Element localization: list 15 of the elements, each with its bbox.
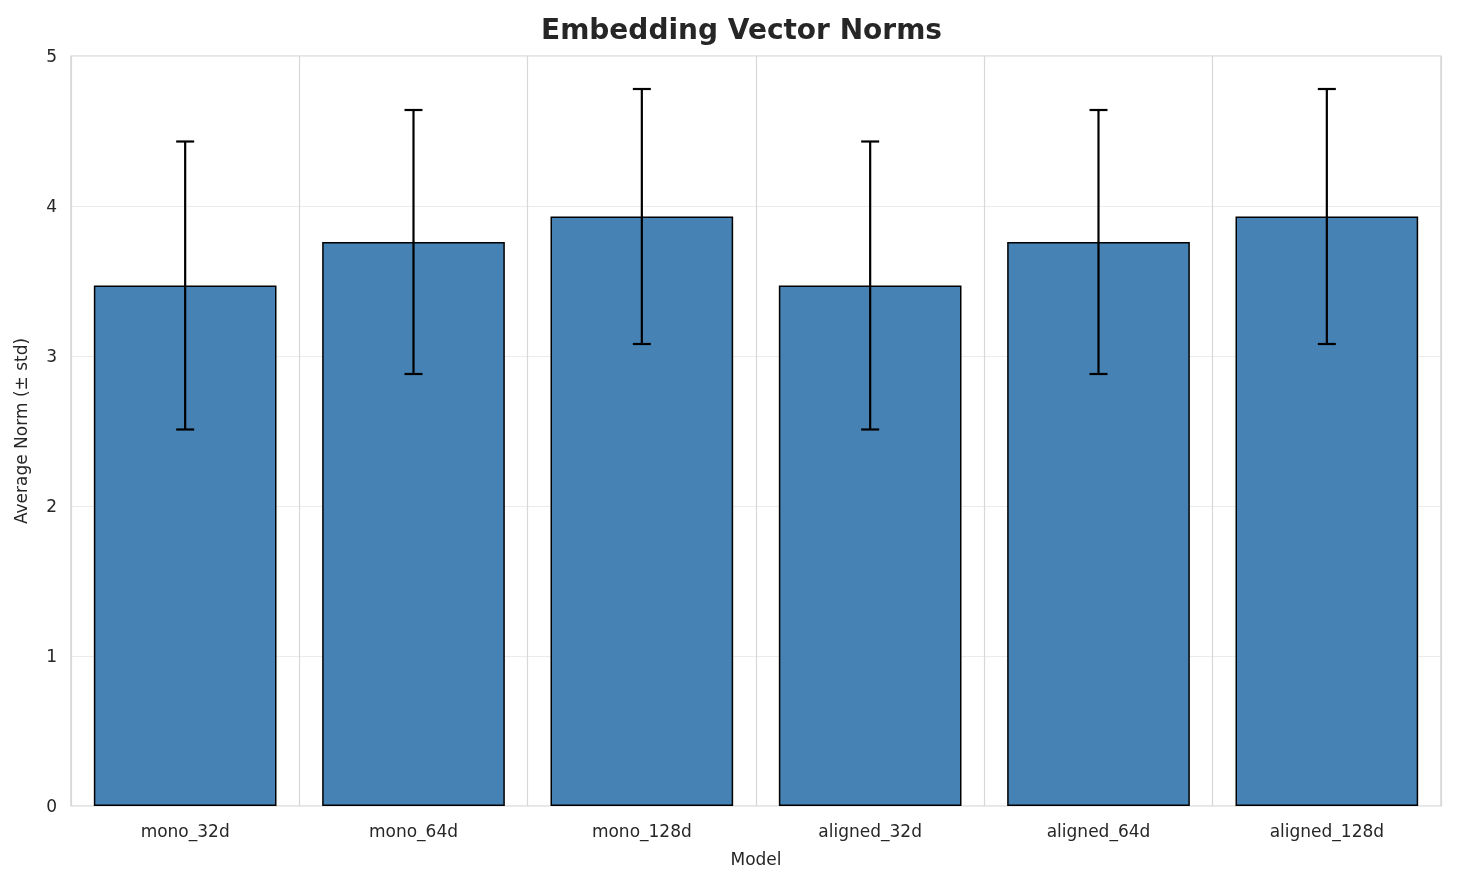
x-tick-label: aligned_128d xyxy=(1269,820,1385,842)
chart-title: Embedding Vector Norms xyxy=(541,12,942,46)
x-tick-label: aligned_64d xyxy=(1046,820,1151,842)
x-tick-label: mono_64d xyxy=(368,820,459,842)
y-tick-label: 1 xyxy=(46,646,57,666)
y-tick-label: 2 xyxy=(46,496,57,516)
x-tick-label: aligned_32d xyxy=(818,820,922,842)
x-axis-title: Model xyxy=(730,848,782,869)
y-tick-label: 5 xyxy=(46,46,57,66)
y-tick-label: 4 xyxy=(46,196,57,216)
x-tick-label: mono_32d xyxy=(140,820,230,842)
y-tick-label: 0 xyxy=(46,796,57,816)
y-axis-title: Average Norm (± std) xyxy=(10,337,31,525)
y-tick-label: 3 xyxy=(46,346,57,366)
x-tick-label: mono_128d xyxy=(591,820,692,842)
